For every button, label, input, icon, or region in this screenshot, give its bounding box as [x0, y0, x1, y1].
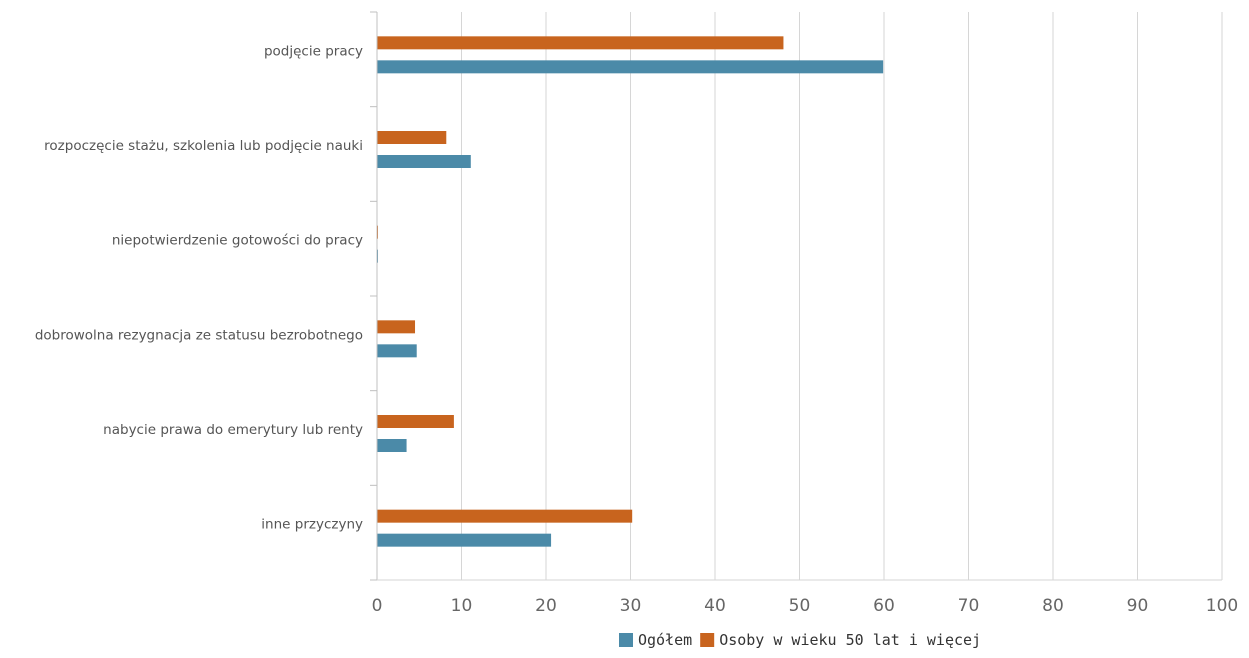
x-tick-label: 100: [1206, 596, 1238, 616]
bar[interactable]: [377, 439, 407, 452]
x-tick-labels: 0 10 20 30 40 50 60 70 80 90 100: [372, 596, 1239, 616]
category-label: podjęcie pracy: [264, 43, 363, 59]
x-tick-label: 60: [873, 596, 895, 616]
bar[interactable]: [377, 60, 884, 74]
x-tick-label: 0: [372, 596, 383, 616]
bar[interactable]: [377, 509, 633, 523]
x-tick-label: 40: [704, 596, 726, 616]
grid-lines: [461, 12, 1223, 580]
category-labels: podjęcie pracy rozpoczęcie stażu, szkolen…: [35, 43, 363, 532]
bar[interactable]: [377, 320, 416, 334]
x-tick-label: 70: [958, 596, 980, 616]
category-label: inne przyczyny: [261, 517, 363, 533]
x-tick-label: 90: [1127, 596, 1149, 616]
bars: [377, 36, 884, 547]
bar[interactable]: [377, 344, 417, 358]
legend-item[interactable]: Ogółem: [619, 631, 692, 649]
category-label: dobrowolna rezygnacja ze statusu bezrobo…: [35, 327, 363, 343]
category-label: nabycie prawa do emerytury lub renty: [103, 422, 363, 438]
category-ticks: [370, 11, 377, 581]
category-label: niepotwierdzenie gotowości do pracy: [112, 233, 363, 249]
bar[interactable]: [377, 36, 784, 50]
legend-label: Osoby w wieku 50 lat i więcej: [719, 631, 981, 649]
legend-swatch: [619, 633, 633, 647]
legend[interactable]: Ogółem Osoby w wieku 50 lat i więcej: [619, 631, 981, 649]
legend-item[interactable]: Osoby w wieku 50 lat i więcej: [700, 631, 981, 649]
bar[interactable]: [377, 131, 447, 144]
x-tick-label: 30: [620, 596, 642, 616]
bar[interactable]: [377, 415, 454, 428]
bar[interactable]: [377, 533, 552, 547]
x-tick-label: 20: [535, 596, 557, 616]
legend-swatch: [700, 633, 715, 647]
x-tick-label: 50: [789, 596, 811, 616]
x-tick-label: 80: [1042, 596, 1064, 616]
x-tick-label: 10: [451, 596, 473, 616]
category-label: rozpoczęcie stażu, szkolenia lub podjęci…: [44, 138, 363, 154]
bar[interactable]: [377, 155, 471, 168]
legend-label: Ogółem: [638, 631, 692, 649]
